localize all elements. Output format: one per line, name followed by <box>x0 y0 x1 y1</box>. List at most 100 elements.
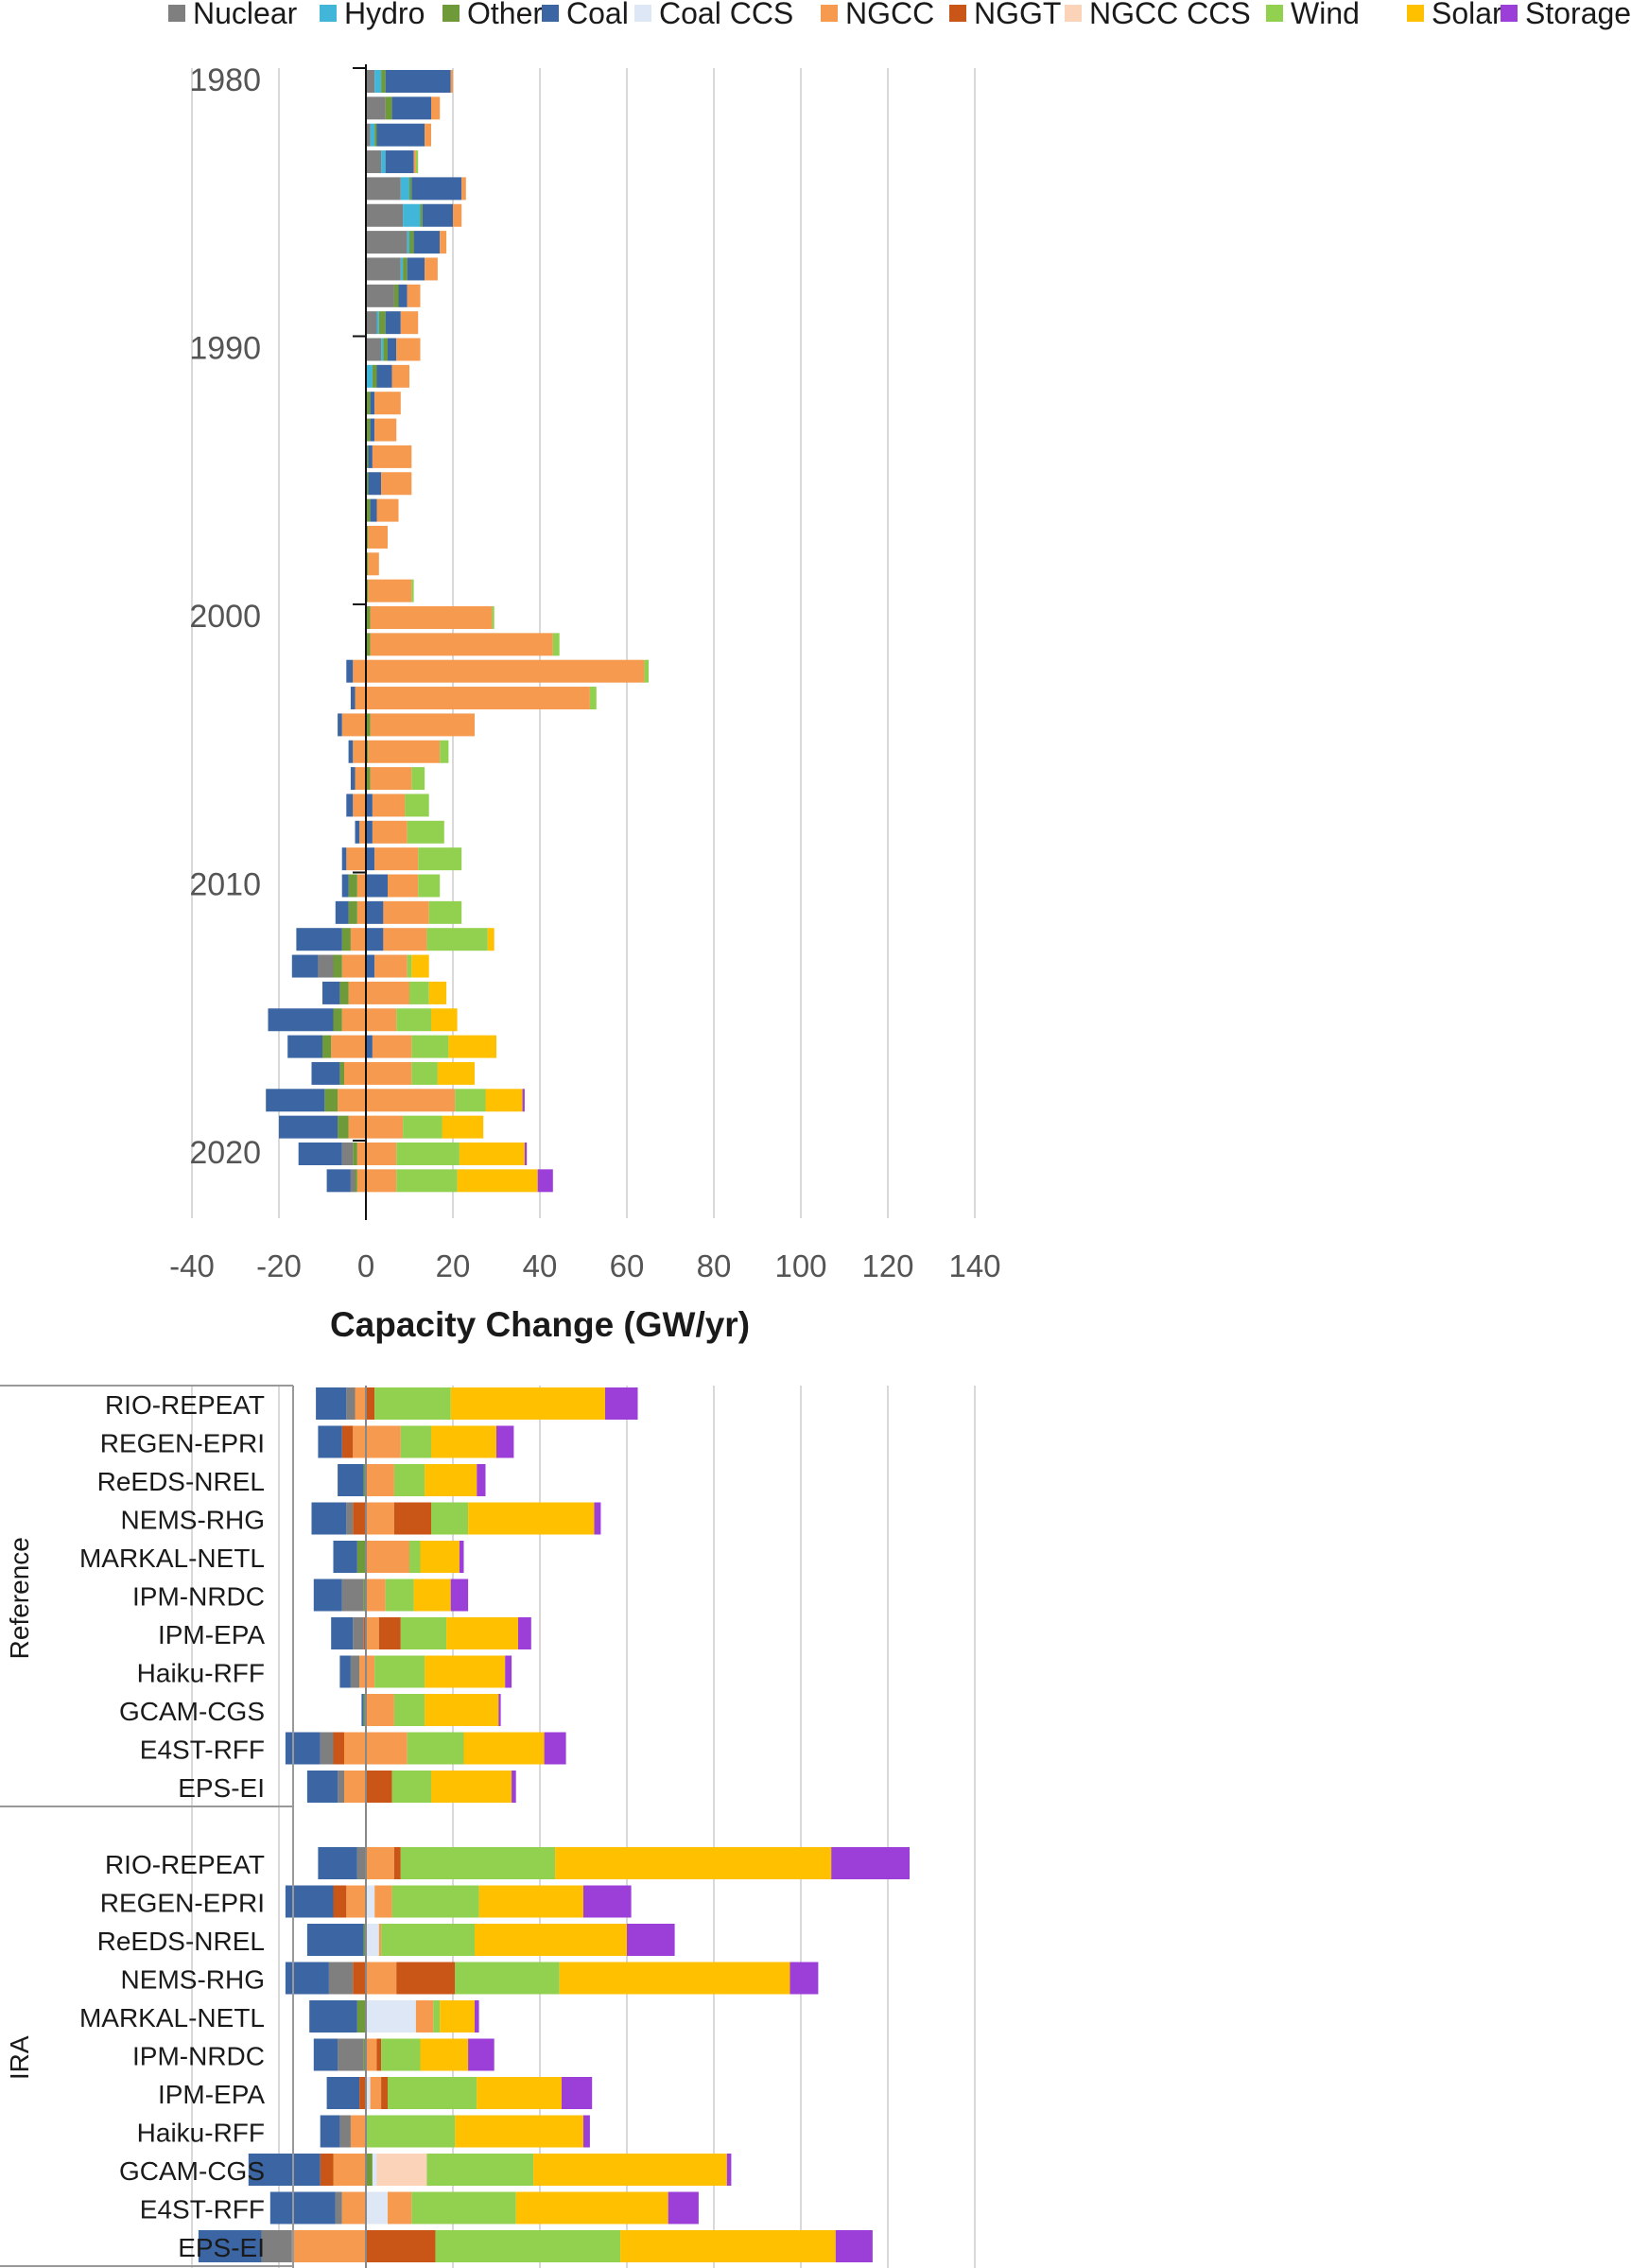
bar-reference-eps-ei-storage <box>512 1771 516 1803</box>
x-tick-label: -40 <box>169 1248 215 1283</box>
year-label: 2010 <box>189 867 261 903</box>
bar-2010-coal-neg <box>341 874 349 898</box>
bar-2013-wind <box>407 954 412 978</box>
bar-reference-reeds-nrel-ngcc <box>366 1464 394 1496</box>
legend-swatch-nggt <box>949 5 966 22</box>
bar-reference-ipm-epa-ngcc <box>366 1617 379 1649</box>
bar-2004-ngcc-neg <box>341 713 366 737</box>
bar-reference-ipm-epa-storage <box>518 1617 531 1649</box>
bar-1998-other <box>366 552 369 576</box>
bar-2017-ngcc-neg <box>344 1061 366 1085</box>
bar-1984-ngcc <box>461 177 466 201</box>
x-tick-label: 20 <box>436 1248 471 1283</box>
bar-reference-ipm-epa-nggt-neg <box>363 1617 366 1649</box>
bar-ira-rio-repeat-nuclear-neg <box>356 1847 366 1879</box>
bar-2006-other <box>366 767 371 791</box>
bar-1989-coal <box>385 311 401 335</box>
x-tick-label: 0 <box>357 1248 374 1283</box>
x-tick-label: 80 <box>697 1248 732 1283</box>
bar-ira-haiku-rff-coal-neg <box>320 2115 340 2148</box>
bar-2007-ngcc <box>372 794 406 817</box>
bar-ira-nems-rhg-solar <box>559 1962 790 1995</box>
bar-1995-ngcc <box>381 472 412 496</box>
legend-label-storage: Storage <box>1525 0 1631 30</box>
bar-reference-nems-rhg-storage <box>594 1502 601 1535</box>
bar-2017-coal-neg <box>311 1061 340 1085</box>
bar-ira-gcam-cgs-storage <box>726 2154 732 2186</box>
bar-2015-ngcc <box>366 1008 397 1032</box>
bar-ira-gcam-cgs-nggt-neg <box>320 2154 334 2186</box>
bar-2013-solar <box>411 954 429 978</box>
bar-reference-markal-netl-solar <box>420 1541 460 1573</box>
bar-reference-e4st-rff-nggt-neg <box>333 1732 344 1765</box>
bar-1995-coal <box>368 472 382 496</box>
bar-reference-haiku-rff-nuclear-neg <box>350 1655 360 1688</box>
bar-reference-regen-epri-storage <box>496 1425 514 1458</box>
bar-reference-nems-rhg-nggt-neg <box>353 1502 366 1535</box>
bar-2017-solar <box>437 1061 475 1085</box>
bar-reference-markal-netl-other-neg <box>356 1541 366 1573</box>
bar-1982-other <box>374 123 377 147</box>
model-label: NEMS-RHG <box>121 1965 265 1995</box>
bar-2012-wind <box>426 928 488 951</box>
bar-1997-other <box>366 525 369 549</box>
bar-1994-coal <box>368 445 373 468</box>
bar-ira-nems-rhg-coal-neg <box>285 1962 329 1995</box>
bar-reference-gcam-cgs-storage <box>498 1694 501 1726</box>
bar-ira-ipm-nrdc-other-neg <box>363 2038 366 2071</box>
legend-label-coal: Coal <box>566 0 629 30</box>
bar-2010-wind <box>418 874 441 898</box>
bar-reference-eps-ei-wind <box>391 1771 431 1803</box>
bar-ira-gcam-cgs-ngcc-neg <box>333 2154 366 2186</box>
bar-reference-eps-ei-coal-neg <box>306 1771 338 1803</box>
bar-ira-ipm-epa-wind <box>388 2077 477 2109</box>
bar-reference-eps-ei-nuclear-neg <box>338 1771 344 1803</box>
bar-1980-hydro <box>374 70 382 93</box>
bar-reference-eps-ei-nggt <box>366 1771 392 1803</box>
axis-labels: -40 -20 0 20 40 60 80 100 120 140 1980 1990 2000 2010… <box>5 62 1001 2262</box>
bar-ira-e4st-rff-nuclear-neg <box>335 2191 342 2224</box>
bar-reference-rio-repeat-storage <box>605 1387 638 1420</box>
bar-2017-other-neg <box>339 1061 344 1085</box>
bar-2013-ngcc-neg <box>341 954 366 978</box>
bar-2005-ngcc-neg <box>353 740 366 763</box>
legend-label-hydro: Hydro <box>344 0 425 30</box>
bar-2021-ngcc <box>366 1169 397 1193</box>
bar-reference-ipm-nrdc-other-neg <box>363 1579 366 1612</box>
bar-1990-nuclear <box>366 338 382 361</box>
bar-1990-coal <box>388 338 397 361</box>
bar-ira-regen-epri-nggt-neg <box>333 1885 347 1918</box>
bar-reference-haiku-rff-storage <box>505 1655 512 1688</box>
bar-1997-ngcc <box>368 525 388 549</box>
bar-2013-other-neg <box>333 954 342 978</box>
bar-1988-ngcc <box>407 284 421 307</box>
bar-ira-reeds-nrel-solar <box>475 1924 627 1956</box>
model-label: ReEDS-NREL <box>97 1467 265 1496</box>
bar-1989-nuclear <box>366 311 377 335</box>
year-label: 2020 <box>189 1135 261 1171</box>
legend-label-other: Other <box>467 0 543 30</box>
bar-reference-haiku-rff-ngcc-neg <box>359 1655 366 1688</box>
bar-1980-nuclear <box>366 70 375 93</box>
legend-label-nuclear: Nuclear <box>193 0 298 30</box>
legend-swatch-other <box>442 5 460 22</box>
bar-ira-haiku-rff-ngcc-neg <box>350 2115 366 2148</box>
model-label: RIO-REPEAT <box>105 1850 265 1879</box>
bar-ira-nems-rhg-nggt <box>396 1962 456 1995</box>
bar-2021-wind <box>396 1169 458 1193</box>
bar-ira-markal-netl-solar <box>440 2000 475 2032</box>
bar-ira-regen-epri-coal-ccs <box>366 1885 375 1918</box>
bar-1999-other <box>366 579 369 602</box>
bar-2020-nuclear-neg <box>341 1143 354 1165</box>
bar-ira-haiku-rff-solar <box>455 2115 583 2148</box>
bar-1990-ngcc <box>396 338 421 361</box>
bar-1985-other <box>420 203 423 227</box>
bar-ira-ipm-nrdc-coal-neg <box>313 2038 338 2071</box>
bar-1985-coal <box>422 203 453 227</box>
bar-2012-coal-neg <box>296 928 342 951</box>
bar-1999-ngcc <box>368 579 412 602</box>
bar-2008-wind <box>407 820 444 844</box>
bar-2011-coal-neg <box>335 900 349 924</box>
bar-2021-storage <box>537 1169 553 1193</box>
